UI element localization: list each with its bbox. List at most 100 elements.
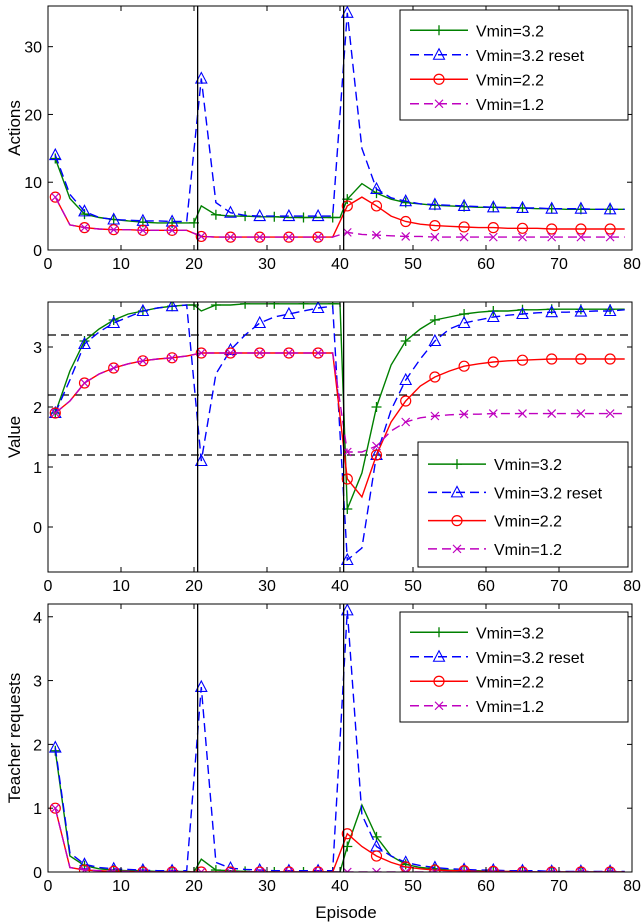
legend-marker	[434, 99, 444, 109]
data-point	[575, 353, 587, 365]
data-point	[166, 866, 178, 872]
data-point	[341, 828, 353, 840]
data-point	[78, 377, 91, 389]
legend-label: Vmin=3.2 reset	[494, 485, 603, 502]
x-tick-label: 10	[112, 256, 130, 273]
data-point	[138, 356, 148, 366]
data-point	[282, 306, 296, 320]
x-tick-label: 30	[258, 578, 276, 595]
x-tick-label: 60	[477, 878, 495, 895]
x-tick-label: 50	[404, 256, 422, 273]
series-line	[54, 610, 625, 872]
data-point	[284, 348, 294, 358]
data-point	[284, 232, 294, 242]
data-point	[167, 867, 177, 872]
data-point	[224, 205, 237, 218]
data-point	[516, 200, 529, 214]
data-point	[576, 232, 586, 242]
data-point	[545, 201, 559, 214]
data-point	[399, 372, 413, 386]
data-point	[575, 866, 587, 872]
data-point	[605, 867, 615, 872]
data-point	[457, 198, 471, 211]
data-point	[226, 867, 235, 872]
series-line	[54, 158, 625, 224]
x-tick-label: 40	[331, 578, 349, 595]
data-point	[574, 304, 588, 317]
legend-label: Vmin=1.2	[476, 699, 544, 716]
data-point	[604, 866, 616, 872]
data-point	[401, 417, 411, 427]
data-point	[458, 360, 470, 372]
data-point	[137, 355, 149, 367]
data-point	[78, 204, 91, 217]
series-line	[54, 808, 625, 872]
data-point	[240, 302, 251, 309]
data-point	[518, 867, 527, 872]
data-point	[606, 864, 615, 872]
data-point	[488, 867, 498, 872]
x-tick-label: 50	[404, 878, 422, 895]
data-point	[210, 302, 221, 310]
legend-marker	[434, 25, 444, 36]
data-point	[298, 212, 309, 223]
y-tick-label: 0	[33, 520, 42, 537]
x-tick-label: 0	[44, 578, 53, 595]
data-point	[604, 353, 616, 365]
data-point	[313, 867, 323, 872]
data-point	[428, 197, 442, 210]
data-point	[517, 304, 528, 315]
x-tick-label: 40	[331, 878, 349, 895]
data-point	[48, 147, 62, 161]
y-tick-label: 10	[24, 175, 42, 192]
data-point	[340, 604, 354, 616]
data-point	[518, 409, 527, 419]
data-point	[240, 211, 251, 222]
data-point	[342, 227, 352, 237]
legend: Vmin=3.2 Vmin=3.2 reset Vmin=2.2 Vmin=1.2	[399, 611, 629, 723]
data-point	[547, 232, 557, 242]
data-point	[196, 867, 206, 872]
data-point	[298, 302, 309, 309]
legend-marker	[452, 459, 462, 470]
data-point	[429, 220, 441, 232]
data-point	[370, 181, 383, 195]
data-point	[429, 864, 441, 872]
series-line	[54, 352, 625, 453]
data-point	[605, 409, 615, 419]
data-point	[605, 867, 616, 872]
data-point	[576, 409, 586, 419]
data-point	[269, 867, 280, 872]
data-point	[401, 867, 411, 872]
y-tick-label: 4	[33, 610, 42, 627]
data-point	[313, 232, 323, 242]
legend-marker	[434, 701, 444, 711]
data-point	[486, 200, 500, 213]
legend-marker	[434, 627, 444, 638]
y-tick-label: 0	[33, 243, 42, 260]
legend-label: Vmin=1.2	[494, 542, 562, 559]
data-point	[372, 230, 381, 240]
series-line	[54, 808, 625, 872]
data-point	[459, 232, 469, 242]
data-point	[428, 333, 442, 347]
y-tick-label: 20	[24, 107, 42, 124]
data-point	[108, 362, 120, 374]
data-point	[109, 225, 119, 235]
x-tick-label: 30	[258, 878, 276, 895]
legend-marker	[432, 47, 446, 60]
y-tick-label: 1	[33, 460, 42, 477]
data-point	[457, 315, 471, 329]
data-point	[194, 71, 208, 84]
x-tick-label: 60	[477, 578, 495, 595]
data-point	[574, 201, 588, 214]
data-point	[284, 867, 294, 872]
chart-panel-2: 0 10 20 30 40 50 60 70 800123ValueVmin=3.2Vmin=3…	[5, 301, 641, 595]
data-point	[430, 867, 440, 872]
x-tick-label: 0	[44, 256, 53, 273]
series-group	[48, 302, 625, 566]
data-point	[372, 867, 381, 872]
x-tick-label: 80	[623, 256, 641, 273]
legend-label: Vmin=2.2	[494, 514, 562, 531]
figure-xlabel: Episode	[315, 903, 376, 922]
